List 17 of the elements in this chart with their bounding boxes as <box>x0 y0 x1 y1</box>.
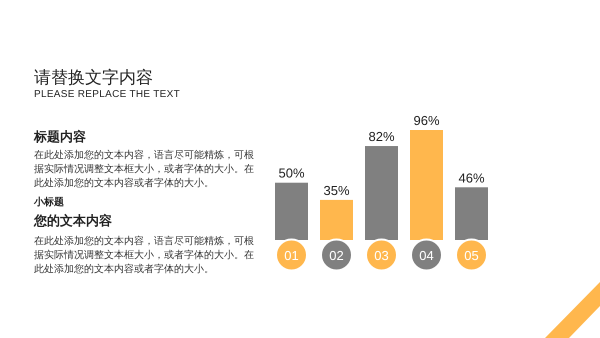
data-label: 46% <box>458 170 485 186</box>
data-label: 82% <box>368 129 395 144</box>
x-tick-label: 04 <box>419 248 434 263</box>
text: 标题内容 <box>34 128 86 146</box>
x-tick-label: 03 <box>374 248 389 263</box>
x-tick-label: 01 <box>284 248 299 263</box>
text: 请替换文字内容 <box>34 67 153 89</box>
text: 您的文本内容 <box>34 212 112 230</box>
data-label: 35% <box>323 182 350 198</box>
text: 在此处添加您的文本内容，语言尽可能精炼，可根据实际情况调整文本框大小，或者字体的大小。在此处添加您的文本内容或者字体的大小。 <box>34 149 255 191</box>
x-tick-label: 02 <box>329 248 344 263</box>
x-tick-label: 05 <box>464 248 479 263</box>
text: 小标题 <box>34 196 64 209</box>
text: 在此处添加您的文本内容，语言尽可能精炼，可根据实际情况调整文本框大小，或者字体的大小。在此处添加您的文本内容或者字体的大小。 <box>34 235 255 277</box>
text: PLEASE REPLACE THE TEXT <box>34 89 180 100</box>
data-label: 96% <box>413 113 440 128</box>
data-label: 50% <box>278 166 305 181</box>
